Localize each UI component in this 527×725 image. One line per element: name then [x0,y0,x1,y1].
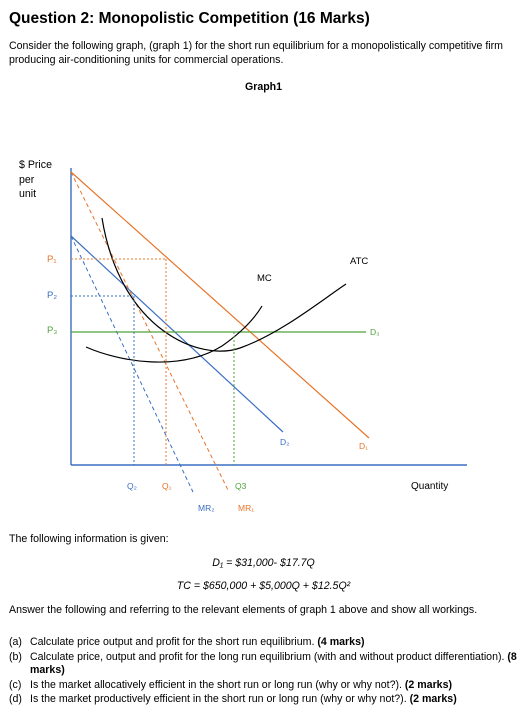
question-text: Calculate price, output and profit for t… [30,650,505,663]
question-item-c: (c) Is the market allocatively efficient… [9,679,519,693]
question-text: Is the market allocatively efficient in … [30,678,402,691]
quantity-label-q3: Q3 [235,481,247,491]
question-marks: (2 marks) [404,678,452,691]
question-item-a: (a) Calculate price output and profit fo… [9,636,519,650]
demand-curve-d1 [70,171,370,439]
question-marks: (2 marks) [409,693,457,705]
price-label-p1: P₁ [47,254,57,265]
question-letter: (a) [9,636,22,648]
quantity-label-q1: Q₁ [162,481,172,491]
given-heading: The following information is given: [9,533,169,545]
d1-label: D₁ [359,441,369,451]
question-item-b: (b) Calculate price, output and profit f… [9,651,519,678]
price-label-p2: P₂ [47,290,58,301]
question-marks: (4 marks) [317,636,365,648]
question-letter: (d) [9,693,22,705]
mc-label: MC [257,273,272,284]
marginal-revenue-mr1 [70,171,229,491]
atc-label: ATC [350,256,369,267]
quantity-label-q2: Q₂ [127,481,137,491]
marginal-revenue-mr2 [70,235,194,493]
mr1-label: MR₁ [238,503,255,513]
price-label-p3: P₃ [47,325,58,336]
question-text: Calculate price output and profit for th… [30,636,315,648]
atc-curve [101,217,347,352]
demand-equation: D₁ = $31,000- $17.7Q [212,557,315,569]
question-marks: (8 marks) [30,650,517,677]
cost-equation: TC = $650,000 + $5,000Q + $12.5Q² [176,580,351,592]
d2-label: D₂ [280,437,290,447]
question-intro: Consider the following graph, (graph 1) … [9,40,504,66]
d3-label: D₃ [370,327,380,337]
graph-title: Graph1 [244,81,283,93]
x-axis-label: Quantity [411,481,449,492]
question-item-d: (d) Is the market productively efficient… [9,693,519,707]
question-letter: (c) [9,678,22,691]
y-axis-label-line2: per [19,173,35,186]
y-axis-label-line3: unit [19,188,37,200]
question-title: Question 2: Monopolistic Competition (16… [9,10,370,27]
question-text: Is the market productively efficient in … [30,693,407,705]
question-list: (a) Calculate price output and profit fo… [9,636,519,708]
mr2-label: MR₂ [198,503,215,513]
y-axis-label-line1: $ Price [19,159,52,171]
y-axis-label: $ Price per unit [19,158,69,202]
instruction-text: Answer the following and referring to th… [9,604,478,616]
mc-curve [85,305,263,363]
question-letter: (b) [9,650,22,663]
demand-curve-d2 [70,235,284,433]
